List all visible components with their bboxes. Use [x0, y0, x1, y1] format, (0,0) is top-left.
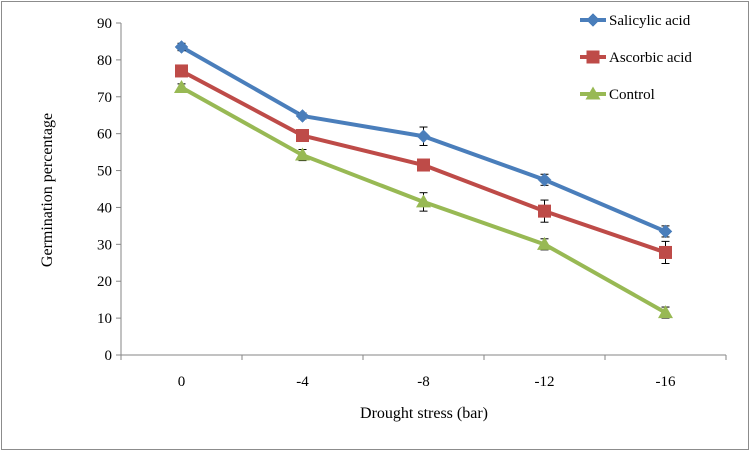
data-point: [537, 236, 552, 250]
x-tick-label: -4: [296, 374, 309, 390]
y-tick-label: 0: [105, 348, 113, 364]
legend-item: Control: [580, 86, 655, 103]
tick-labels: 0 10 20 30 40 50 60 70 80 90 0 -4 -8 -12 -16: [97, 16, 676, 390]
data-point: [537, 172, 552, 187]
data-point: [658, 305, 673, 319]
legend-marker: [586, 13, 600, 27]
y-tick-label: 40: [97, 200, 112, 216]
y-tick-label: 80: [97, 53, 112, 69]
axes: [116, 22, 727, 360]
legend-item: Salicylic acid: [580, 13, 691, 29]
data-point: [296, 129, 309, 143]
x-axis-title: Drought stress (bar): [360, 405, 488, 422]
data-point: [174, 80, 189, 94]
y-tick-label: 30: [97, 237, 112, 253]
data-point: [417, 158, 430, 172]
legend-marker: [585, 86, 601, 100]
data-point: [416, 194, 431, 208]
data-point: [658, 224, 673, 239]
data-point: [174, 40, 189, 54]
legend-item: Ascorbic acid: [580, 50, 692, 66]
x-tick-label: -12: [535, 374, 555, 390]
y-tick-label: 10: [97, 311, 112, 327]
series-control: [174, 80, 673, 319]
series-ascorbic-acid: [175, 64, 672, 265]
x-tick-label: -16: [656, 374, 676, 390]
data-point: [295, 109, 310, 123]
data-point: [538, 204, 551, 218]
y-tick-label: 90: [97, 16, 112, 32]
data-point: [659, 245, 672, 259]
y-tick-label: 70: [97, 90, 112, 106]
data-point: [295, 147, 310, 161]
y-tick-label: 60: [97, 127, 112, 143]
x-tick-label: 0: [178, 374, 186, 390]
legend-label: Salicylic acid: [609, 13, 691, 29]
legend-label: Ascorbic acid: [609, 50, 692, 66]
series-salicylic-acid: [174, 40, 673, 239]
legend-marker: [586, 50, 600, 64]
legend: Salicylic acid Ascorbic acid Control: [580, 13, 692, 103]
series-group: [174, 40, 673, 319]
y-axis-title: Germination percentage: [39, 113, 56, 267]
y-tick-label: 50: [97, 164, 112, 180]
y-tick-label: 20: [97, 274, 112, 290]
legend-label: Control: [609, 87, 655, 103]
data-point: [175, 64, 188, 78]
data-point: [416, 129, 431, 144]
x-tick-label: -8: [417, 374, 430, 390]
